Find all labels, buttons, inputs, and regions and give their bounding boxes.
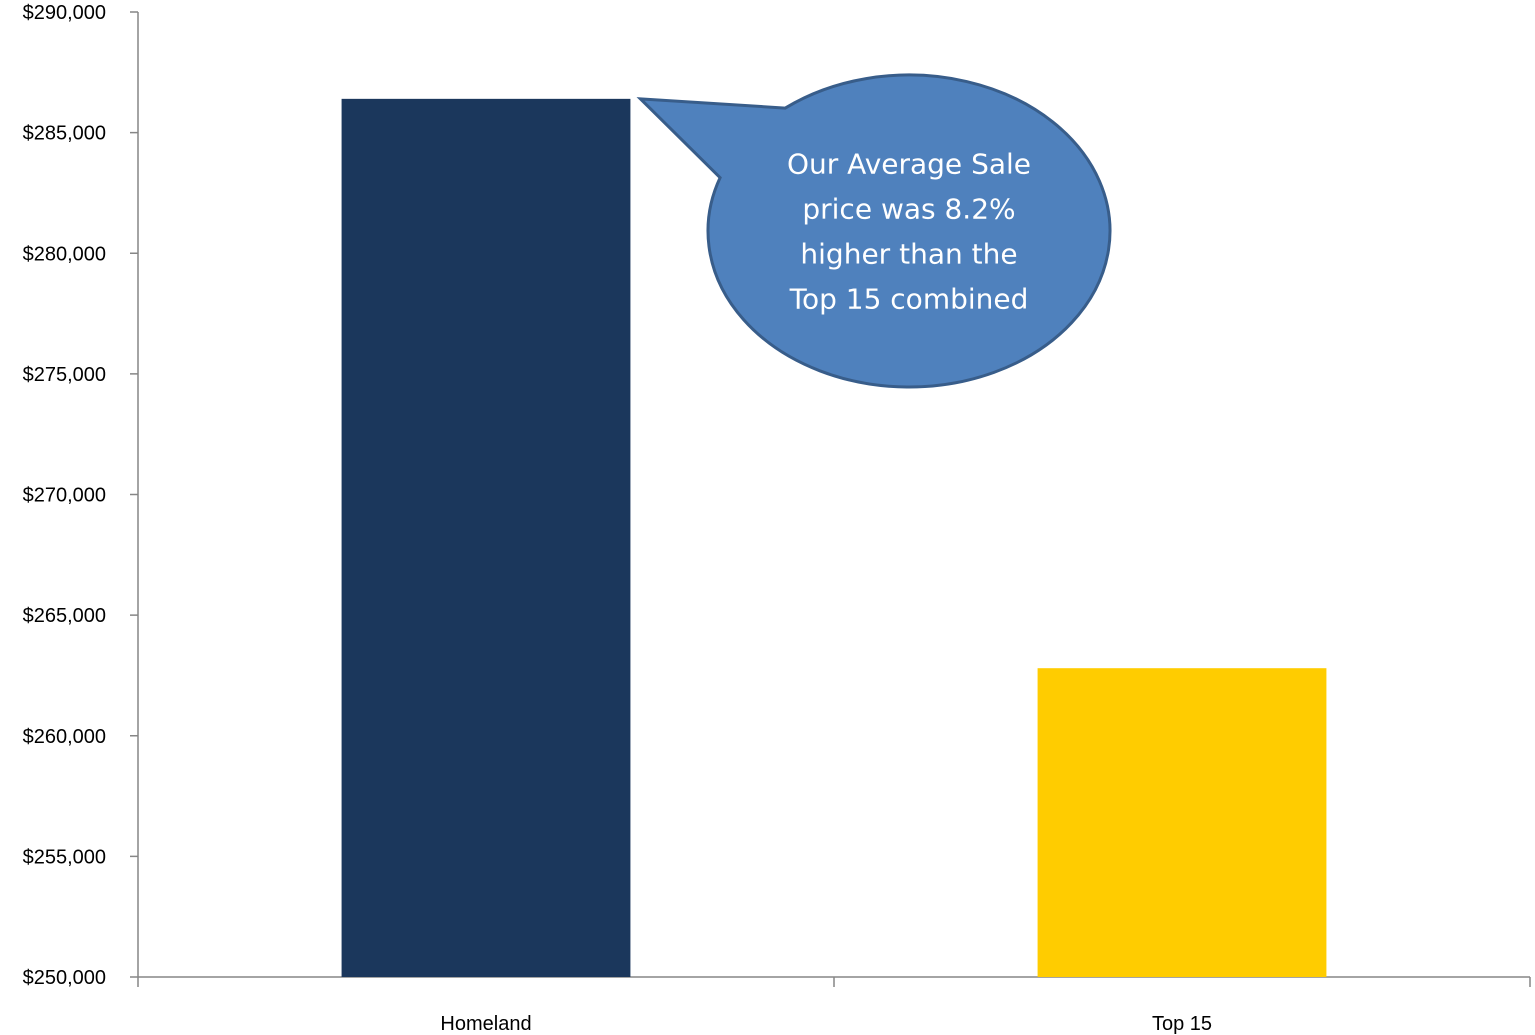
y-tick-label: $270,000 xyxy=(23,485,106,507)
bars xyxy=(341,98,1327,978)
y-tick-label: $280,000 xyxy=(23,243,106,265)
y-tick-label: $285,000 xyxy=(23,123,106,145)
callout-text-line: higher than the xyxy=(800,238,1017,271)
y-tick-label: $260,000 xyxy=(23,726,106,748)
bar-homeland xyxy=(341,98,631,978)
x-axis: Homeland Top 15 xyxy=(137,976,1531,1035)
y-tick-label: $255,000 xyxy=(23,846,106,868)
bar-top-15 xyxy=(1037,668,1327,977)
callout-bubble xyxy=(636,73,1112,389)
annotation-callout: Our Average Sale price was 8.2% higher tha… xyxy=(636,73,1112,389)
y-tick-label: $250,000 xyxy=(23,967,106,989)
y-tick-label: $290,000 xyxy=(23,2,106,24)
callout-text-line: Top 15 combined xyxy=(789,283,1029,316)
y-tick-label: $265,000 xyxy=(23,605,106,627)
x-category-label: Top 15 xyxy=(1152,1013,1212,1035)
x-category-label: Homeland xyxy=(440,1013,531,1035)
callout-text-line: Our Average Sale xyxy=(787,148,1031,181)
y-tick-label: $275,000 xyxy=(23,364,106,386)
callout-text-line: price was 8.2% xyxy=(802,193,1015,226)
y-axis: $250,000 $255,000 $260,000 $265,000 $270,000… xyxy=(23,2,139,989)
